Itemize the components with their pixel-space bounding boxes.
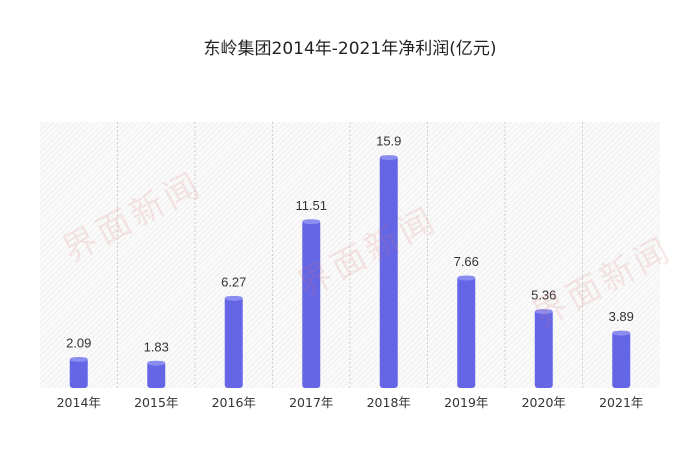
bar-cap bbox=[69, 356, 88, 362]
bar-2020年 bbox=[534, 309, 553, 388]
bar-cap bbox=[612, 330, 631, 336]
chart-title: 东岭集团2014年-2021年净利润(亿元) bbox=[203, 39, 497, 59]
data-label: 3.89 bbox=[609, 309, 634, 324]
bar-cap bbox=[147, 360, 166, 366]
data-label: 1.83 bbox=[144, 339, 169, 354]
x-tick-label: 2017年 bbox=[289, 395, 333, 410]
bar-2015年 bbox=[147, 361, 166, 388]
data-label: 11.51 bbox=[295, 198, 327, 213]
bar-cap bbox=[224, 295, 243, 301]
data-label: 15.9 bbox=[376, 134, 401, 149]
bar-cap bbox=[534, 309, 553, 315]
data-label: 5.36 bbox=[531, 288, 556, 303]
bar-2021年 bbox=[612, 331, 631, 388]
bar-2018年 bbox=[379, 155, 398, 388]
x-tick-label: 2021年 bbox=[599, 395, 643, 410]
x-tick-label: 2016年 bbox=[212, 395, 256, 410]
x-tick-label: 2014年 bbox=[57, 395, 101, 410]
x-tick-label: 2018年 bbox=[367, 395, 411, 410]
bar-cap bbox=[457, 275, 476, 281]
x-tick-label: 2020年 bbox=[522, 395, 566, 410]
x-tick-label: 2019年 bbox=[444, 395, 488, 410]
x-tick-label: 2015年 bbox=[134, 395, 178, 410]
data-label: 7.66 bbox=[454, 254, 479, 269]
bar-cap bbox=[379, 155, 398, 161]
bar-cap bbox=[302, 219, 321, 225]
bar-2016年 bbox=[224, 296, 243, 388]
bar-2014年 bbox=[69, 357, 88, 388]
bar-2019年 bbox=[457, 276, 476, 388]
data-label: 2.09 bbox=[66, 335, 91, 350]
bar-2017年 bbox=[302, 219, 321, 388]
data-label: 6.27 bbox=[221, 274, 246, 289]
